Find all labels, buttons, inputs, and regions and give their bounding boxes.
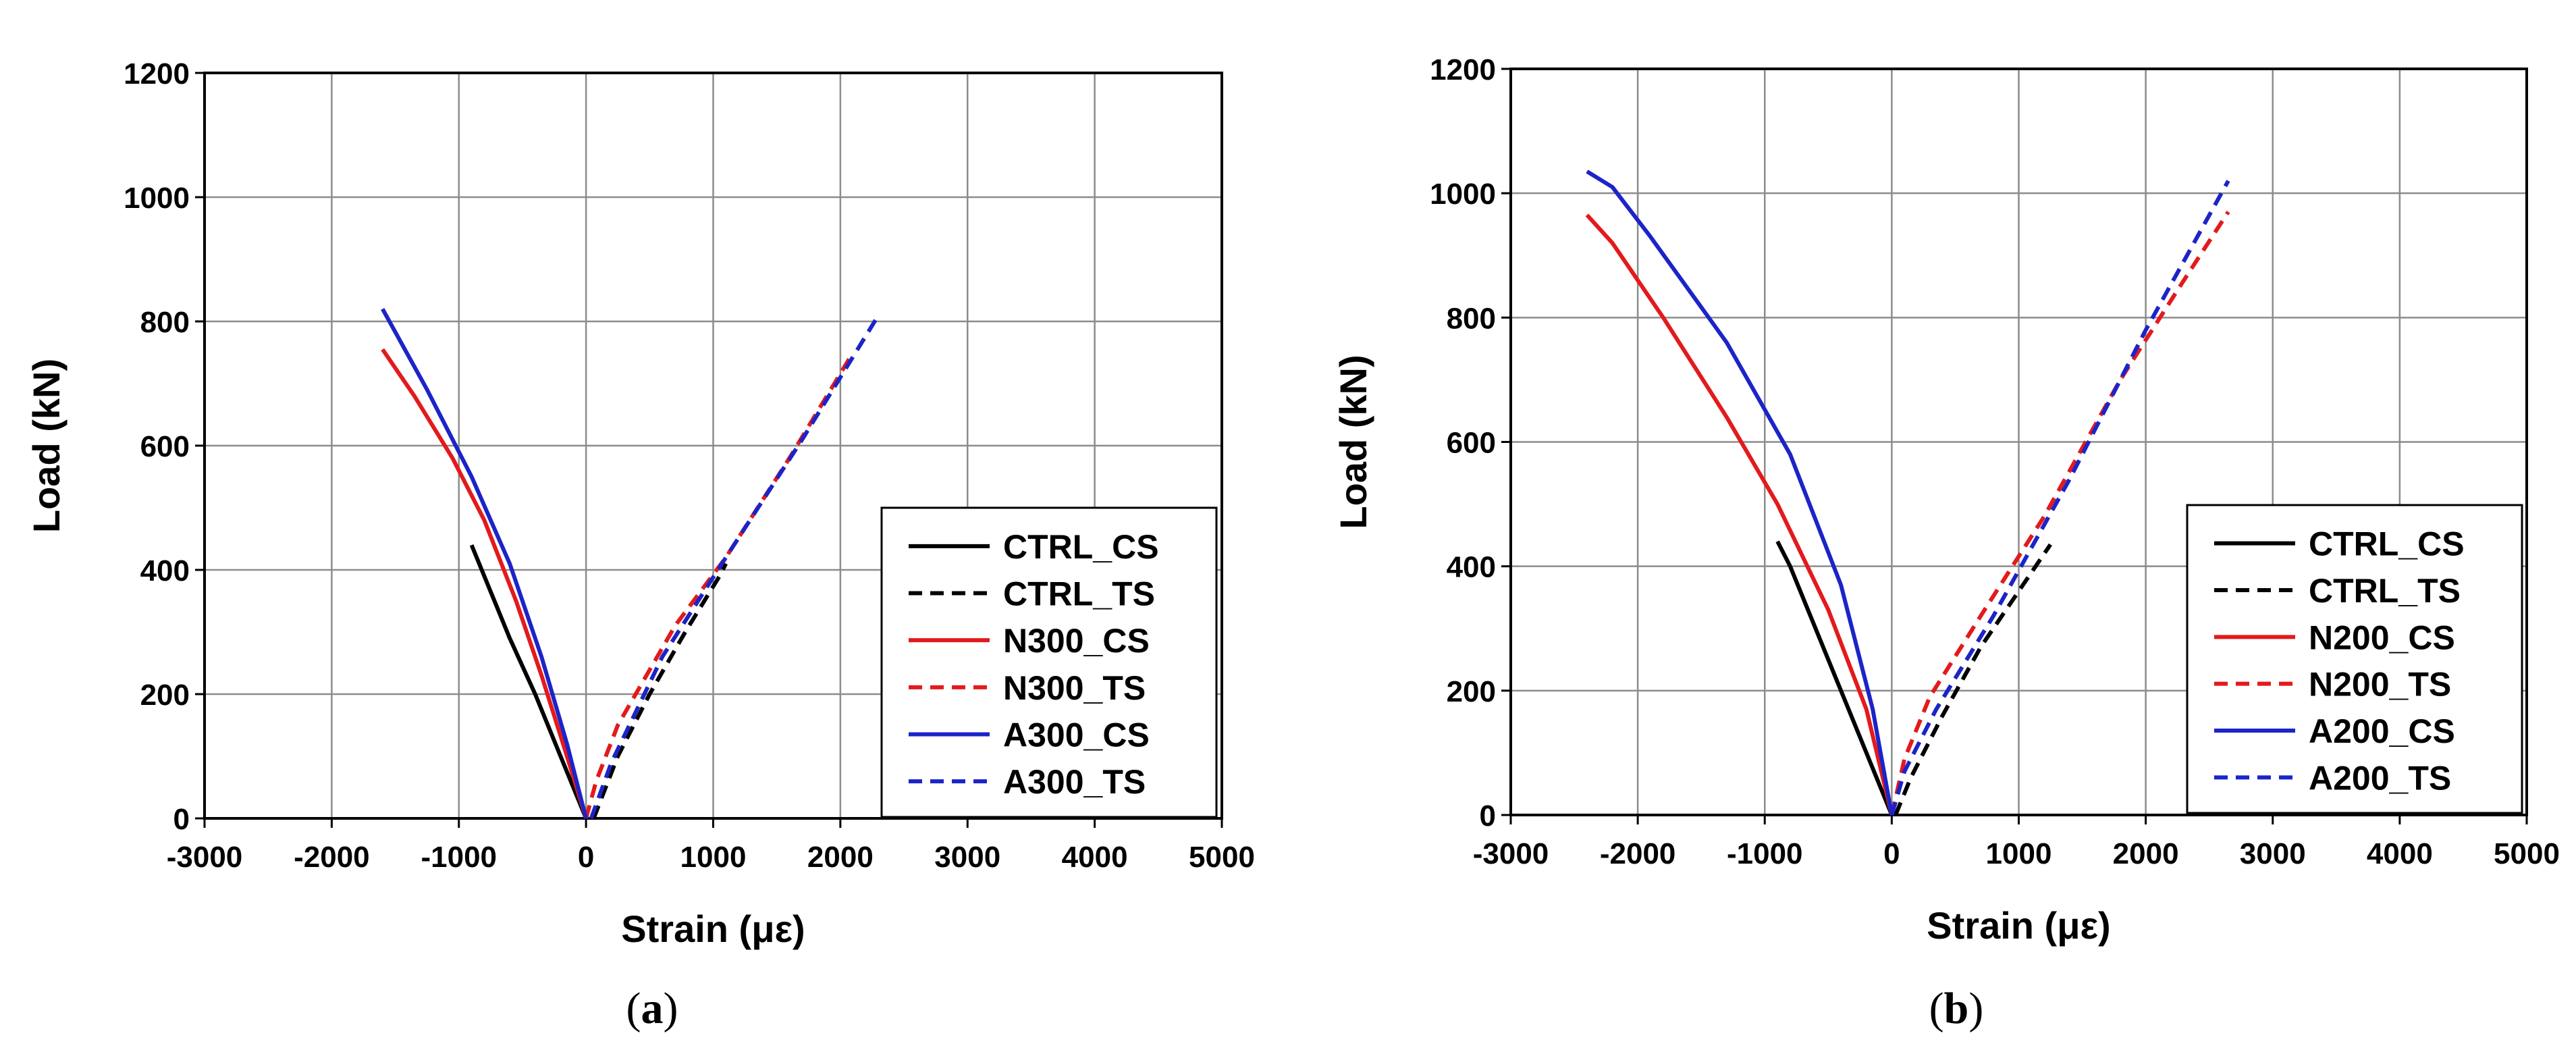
legend: CTRL_CS CTRL_TS N300_CS N300_TS A300_CS A300_…: [880, 506, 1218, 818]
legend-label: CTRL_TS: [2309, 572, 2461, 610]
legend-box: [880, 506, 1218, 818]
legend-label: N200_CS: [2309, 619, 2455, 656]
x-tick-label: 0: [578, 841, 594, 874]
series-line-a300-cs: [381, 308, 589, 819]
x-axis-title: Strain (με): [1927, 904, 2110, 947]
y-tick-label: 1200: [124, 57, 190, 90]
x-tick-label: -2000: [1600, 837, 1676, 870]
series-line-a200-ts: [1889, 180, 2230, 816]
chart-panel-b: -3000 -2000 -1000 0 1000 2000 3000 4000 5000 0 200…: [1332, 53, 2560, 1033]
series-line-ctrl-ts: [591, 562, 728, 820]
y-axis-title: Load (kN): [1332, 354, 1374, 529]
x-tick-label: -3000: [1473, 837, 1549, 870]
y-tick-label: 0: [1480, 799, 1496, 833]
series-line-ctrl-cs: [469, 544, 588, 820]
legend-label: N300_TS: [1003, 669, 1146, 707]
x-tick-label: -2000: [294, 841, 370, 874]
legend-label: CTRL_TS: [1003, 575, 1155, 613]
legend: CTRL_CS CTRL_TS N200_CS N200_TS A200_CS A200_…: [2186, 504, 2523, 814]
legend-label: A200_CS: [2309, 712, 2455, 750]
chart-panel-a: -3000 -2000 -1000 0 1000 2000 3000 4000 5000 0 200…: [25, 57, 1255, 1033]
legend-label: CTRL_CS: [2309, 525, 2465, 563]
y-tick-label: 200: [1447, 675, 1496, 708]
panel-caption: (b): [1929, 984, 1984, 1033]
x-tick-label: 4000: [2367, 837, 2433, 870]
y-tick-label: 600: [1447, 427, 1496, 460]
legend-box: [2186, 504, 2523, 814]
legend-label: A300_CS: [1003, 716, 1150, 754]
y-tick-label: 800: [140, 306, 190, 339]
x-tick-label: 2000: [807, 841, 874, 874]
y-tick-label: 1000: [124, 182, 190, 215]
x-tick-label: 5000: [1189, 841, 1255, 874]
y-tick-label: 1200: [1430, 53, 1496, 86]
legend-label: N300_CS: [1003, 622, 1150, 660]
series-line-ctrl-ts: [1894, 543, 2052, 816]
x-tick-label: 4000: [1062, 841, 1128, 874]
series-line-a300-ts: [589, 314, 880, 820]
y-tick-label: 1000: [1430, 178, 1496, 211]
y-tick-label: 800: [1447, 302, 1496, 335]
x-tick-label: 2000: [2113, 837, 2179, 870]
x-tick-label: 3000: [2240, 837, 2306, 870]
legend-label: CTRL_CS: [1003, 528, 1159, 566]
y-tick-label: 0: [173, 803, 190, 836]
y-axis-title: Load (kN): [25, 359, 68, 533]
series-line-n200-ts: [1889, 211, 2230, 816]
series-line-n200-cs: [1585, 213, 1894, 816]
series-line-a200-cs: [1586, 169, 1894, 816]
x-tick-label: 1000: [1986, 837, 2052, 870]
x-tick-label: 3000: [934, 841, 1000, 874]
x-tick-label: -1000: [1727, 837, 1803, 870]
legend-label: A300_TS: [1003, 763, 1146, 801]
y-tick-label: 600: [140, 430, 190, 463]
x-tick-label: 0: [1883, 837, 1900, 870]
series-line-ctrl-cs: [1775, 540, 1894, 816]
x-tick-label: 5000: [2494, 837, 2560, 870]
y-tick-label: 400: [140, 554, 190, 587]
y-tick-label: 200: [140, 679, 190, 712]
legend-label: A200_TS: [2309, 759, 2451, 797]
x-tick-label: 1000: [680, 841, 747, 874]
panel-caption: (a): [626, 984, 678, 1033]
x-tick-label: -3000: [167, 841, 243, 874]
legend-label: N200_TS: [2309, 666, 2451, 704]
x-axis-title: Strain (με): [621, 908, 805, 950]
series-line-n300-cs: [381, 348, 588, 819]
y-tick-label: 400: [1447, 551, 1496, 584]
x-tick-label: -1000: [421, 841, 497, 874]
